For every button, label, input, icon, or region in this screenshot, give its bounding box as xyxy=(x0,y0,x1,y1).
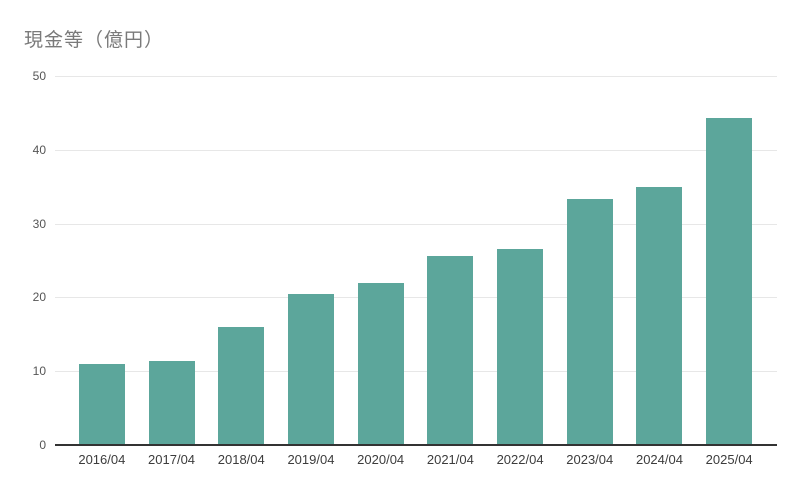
gridline-10 xyxy=(55,371,777,373)
gridline-40 xyxy=(55,149,777,151)
x-tick-label-2017/04: 2017/04 xyxy=(148,452,196,467)
gridline-30 xyxy=(55,223,777,225)
x-tick-label-2022/04: 2022/04 xyxy=(496,452,544,467)
y-tick-label-50: 50 xyxy=(32,69,46,83)
bar-2018/04[interactable] xyxy=(218,326,265,445)
y-tick-label-0: 0 xyxy=(39,438,46,452)
bar-2022/04[interactable] xyxy=(497,248,544,445)
bar-band-2017/04 xyxy=(137,76,207,445)
bar-band-2023/04 xyxy=(555,76,625,445)
x-tick-label-2020/04: 2020/04 xyxy=(357,452,405,467)
bar-band-2025/04 xyxy=(694,76,764,445)
bar-band-2018/04 xyxy=(206,76,276,445)
bar-band-2019/04 xyxy=(276,76,346,445)
y-tick-label-10: 10 xyxy=(32,364,46,379)
bar-band-2020/04 xyxy=(346,76,416,445)
plot-area xyxy=(55,76,777,446)
bar-2021/04[interactable] xyxy=(427,256,474,445)
bar-2016/04[interactable] xyxy=(78,363,125,445)
chart-title: 現金等（億円） xyxy=(24,30,165,51)
gridline-20 xyxy=(55,297,777,299)
x-tick-label-2016/04: 2016/04 xyxy=(78,452,126,467)
y-tick-label-40: 40 xyxy=(32,142,46,157)
x-tick-label-2025/04: 2025/04 xyxy=(705,452,753,467)
bar-band-2016/04 xyxy=(67,76,137,445)
y-tick-label-30: 30 xyxy=(32,216,46,231)
bar-band-2022/04 xyxy=(485,76,555,445)
x-tick-label-2023/04: 2023/04 xyxy=(566,452,614,467)
bar-2023/04[interactable] xyxy=(566,198,613,445)
bar-band-2024/04 xyxy=(625,76,695,445)
bars-container xyxy=(67,76,764,445)
gridline-50 xyxy=(55,76,777,77)
x-axis-labels: 2016/04 2017/04 2018/04 2019/04 2020/04 2021/… xyxy=(67,452,764,468)
y-tick-label-20: 20 xyxy=(32,290,46,305)
x-axis-line xyxy=(55,444,777,446)
bar-2024/04[interactable] xyxy=(636,186,683,445)
x-tick-label-2019/04: 2019/04 xyxy=(287,452,335,467)
x-tick-label-2018/04: 2018/04 xyxy=(217,452,265,467)
bar-2020/04[interactable] xyxy=(357,282,404,445)
x-tick-label-2024/04: 2024/04 xyxy=(635,452,683,467)
bar-band-2021/04 xyxy=(416,76,486,445)
bar-2025/04[interactable] xyxy=(706,118,753,445)
bar-2017/04[interactable] xyxy=(148,360,195,445)
bar-2019/04[interactable] xyxy=(287,293,334,445)
x-tick-label-2021/04: 2021/04 xyxy=(426,452,474,467)
